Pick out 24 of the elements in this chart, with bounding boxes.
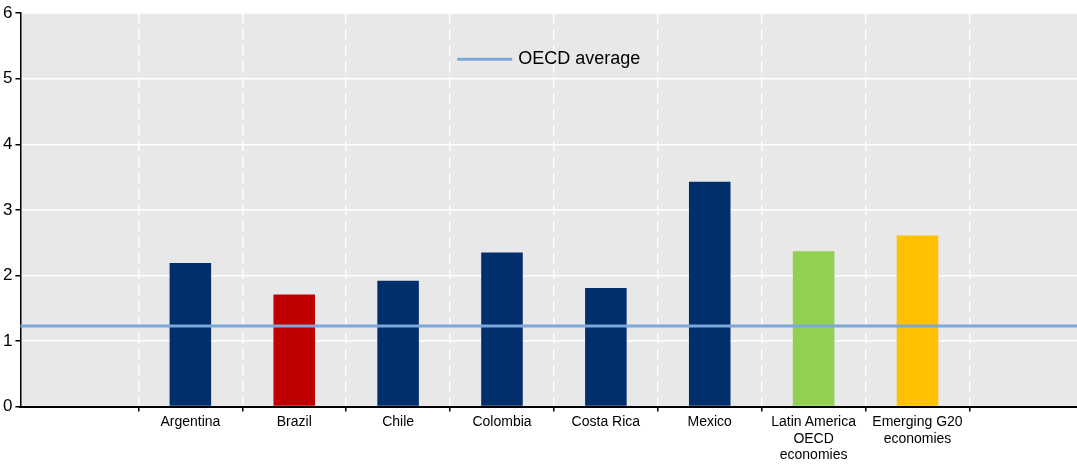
bar	[585, 287, 627, 406]
x-tick-label: Argentina	[160, 412, 221, 429]
bar	[377, 280, 419, 406]
y-tick-label: 6	[2, 2, 13, 22]
y-tick-label: 4	[2, 134, 13, 154]
y-tick-label: 2	[2, 265, 13, 285]
y-tick-label: 5	[2, 68, 13, 88]
x-tick-label: Colombia	[472, 412, 532, 429]
x-tick-label: Brazil	[276, 412, 312, 429]
bar	[688, 181, 731, 406]
x-tick-label: Costa Rica	[571, 412, 641, 429]
x-tick-label: Chile	[382, 412, 415, 429]
x-tick-label: Latin America OECD economies	[771, 412, 857, 463]
bar	[169, 263, 212, 406]
y-tick-label: 0	[2, 396, 13, 416]
x-tick-label: Mexico	[687, 412, 733, 429]
bar	[481, 252, 523, 406]
y-tick-label: 1	[2, 330, 13, 350]
bar	[273, 294, 316, 406]
legend-label: OECD average	[518, 48, 641, 69]
x-tick-label: Emerging G20 economies	[872, 412, 963, 446]
y-tick-label: 3	[2, 199, 13, 219]
bar	[792, 251, 835, 406]
bar	[896, 235, 939, 406]
